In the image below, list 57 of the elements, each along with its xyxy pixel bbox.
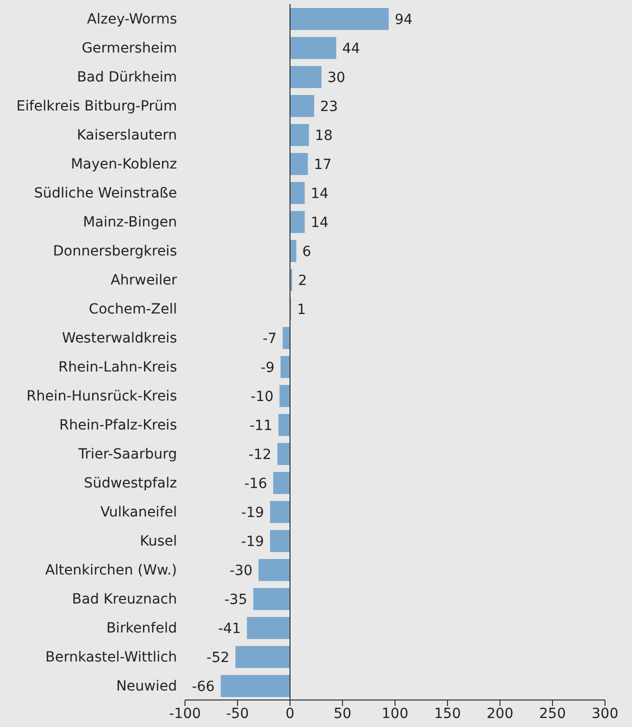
y-tick-label: Rhein-Hunsrück-Kreis bbox=[26, 388, 177, 404]
data-label: -52 bbox=[206, 650, 230, 666]
y-tick-label: Südwestpfalz bbox=[84, 475, 177, 492]
data-label: 18 bbox=[314, 128, 333, 144]
data-label: -16 bbox=[244, 476, 268, 492]
data-label: 30 bbox=[328, 70, 346, 86]
y-tick-label: Rhein-Lahn-Kreis bbox=[58, 359, 177, 376]
x-tick-label: 200 bbox=[486, 706, 514, 722]
x-tick-label: 50 bbox=[334, 706, 352, 722]
data-label: -12 bbox=[248, 446, 272, 463]
y-tick-label: Mayen-Koblenz bbox=[70, 156, 177, 172]
y-tick-label: Rhein-Pfalz-Kreis bbox=[59, 417, 177, 434]
y-tick-label: Neuwied bbox=[116, 678, 177, 694]
y-tick-label: Mainz-Bingen bbox=[82, 214, 177, 230]
x-tick-label: -50 bbox=[226, 706, 249, 722]
y-tick-label: Bernkastel-Wittlich bbox=[45, 649, 177, 666]
data-label: 23 bbox=[320, 98, 338, 115]
data-label: -10 bbox=[250, 388, 274, 405]
y-tick-label: Bad Kreuznach bbox=[72, 591, 177, 608]
data-label: -66 bbox=[192, 678, 215, 695]
x-tick-label: -100 bbox=[169, 706, 201, 722]
y-tick-label: Kaiserslautern bbox=[76, 127, 177, 144]
data-label: 14 bbox=[310, 186, 329, 202]
x-tick-label: 0 bbox=[286, 706, 294, 722]
data-label: -41 bbox=[218, 620, 241, 637]
data-label: -30 bbox=[230, 562, 252, 579]
data-label: 44 bbox=[342, 40, 360, 57]
y-tick-label: Donnersbergkreis bbox=[52, 243, 177, 260]
x-tick-label: 100 bbox=[382, 706, 408, 722]
data-label: -9 bbox=[260, 360, 275, 376]
y-tick-label: Bad Dürkheim bbox=[76, 69, 177, 86]
data-label: 14 bbox=[310, 214, 329, 231]
y-tick-label: Germersheim bbox=[82, 40, 177, 56]
data-label: 6 bbox=[302, 244, 312, 260]
x-tick-label: 300 bbox=[592, 706, 618, 722]
y-tick-label: Altenkirchen (Ww.) bbox=[45, 562, 177, 578]
x-tick-label: 150 bbox=[434, 706, 461, 722]
data-label: 2 bbox=[298, 272, 308, 289]
y-tick-label: Alzey-Worms bbox=[87, 11, 177, 28]
data-label: 17 bbox=[314, 156, 332, 173]
y-tick-label: Südliche Weinstraße bbox=[34, 185, 177, 202]
data-label: -19 bbox=[241, 534, 264, 550]
data-label: -11 bbox=[250, 418, 272, 434]
y-tick-label: Trier-Saarburg bbox=[77, 446, 177, 462]
data-label: -19 bbox=[241, 504, 264, 521]
data-label: -35 bbox=[224, 592, 248, 608]
x-tick-label: 250 bbox=[539, 706, 566, 722]
y-tick-label: Birkenfeld bbox=[106, 620, 177, 636]
y-tick-label: Cochem-Zell bbox=[88, 301, 177, 318]
data-label: 1 bbox=[297, 302, 306, 318]
y-tick-label: Eifelkreis Bitburg-Prüm bbox=[16, 98, 177, 114]
data-label: -7 bbox=[262, 330, 277, 347]
data-label: 94 bbox=[394, 12, 413, 28]
y-tick-label: Ahrweiler bbox=[110, 272, 178, 288]
y-tick-label: Kusel bbox=[140, 533, 177, 550]
y-tick-label: Vulkaneifel bbox=[100, 504, 177, 520]
y-tick-label: Westerwaldkreis bbox=[62, 330, 177, 346]
